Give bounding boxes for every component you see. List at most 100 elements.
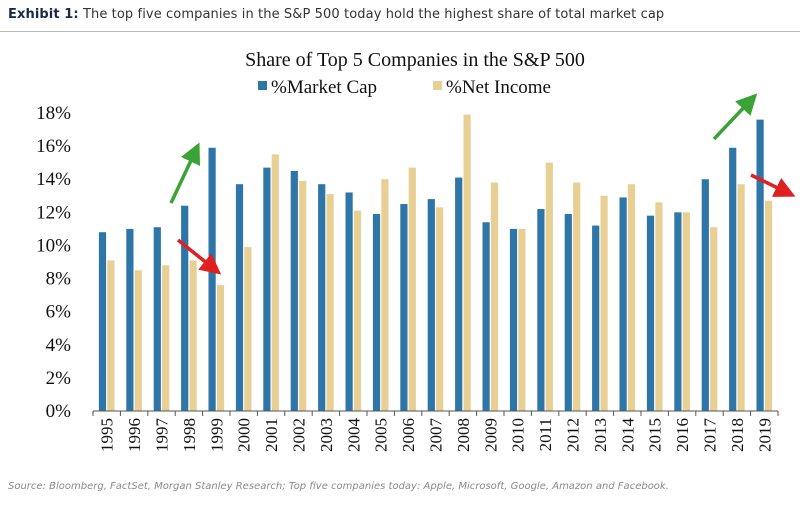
- legend: %Market Cap %Net Income: [258, 77, 551, 98]
- bar-net-income: [353, 210, 362, 411]
- x-tick-label: 2007: [427, 418, 446, 453]
- bar-market-cap: [592, 225, 600, 411]
- x-tick-label: 2015: [646, 418, 665, 452]
- legend-label-market-cap: %Market Cap: [271, 77, 377, 98]
- x-tick-label: 2001: [262, 418, 281, 452]
- x-tick-label: 1997: [153, 418, 172, 453]
- bar-market-cap: [537, 209, 545, 411]
- bar-market-cap: [646, 215, 655, 411]
- y-axis: 0% 2% 4% 6% 8% 10% 12% 14% 16% 18%: [36, 103, 71, 422]
- bar-net-income: [244, 247, 252, 411]
- bar-net-income: [682, 212, 690, 411]
- bar-market-cap: [318, 184, 326, 411]
- y-tick-label: 0%: [46, 401, 72, 422]
- bar-market-cap: [345, 192, 353, 411]
- bar-net-income: [764, 200, 773, 411]
- x-tick-label: 1996: [125, 418, 144, 452]
- red-down-arrow-1999: [176, 238, 222, 275]
- exhibit-caption: Exhibit 1: The top five companies in the…: [8, 7, 664, 22]
- x-tick-label: 1995: [98, 418, 117, 452]
- x-tick-label: 2014: [618, 418, 637, 453]
- bar-market-cap: [482, 222, 490, 411]
- x-tick-label: 2012: [564, 418, 583, 452]
- y-tick-label: 8%: [46, 269, 72, 290]
- bar-net-income: [408, 167, 416, 411]
- y-tick-label: 6%: [46, 302, 72, 323]
- bar-market-cap: [153, 227, 161, 411]
- bar-net-income: [271, 154, 279, 411]
- x-tick-label: 1999: [207, 418, 226, 452]
- red-down-arrow-2019: [750, 173, 796, 197]
- bar-market-cap: [729, 147, 737, 411]
- bar-net-income: [710, 227, 718, 411]
- bar-market-cap: [208, 147, 216, 411]
- bar-net-income: [189, 260, 197, 411]
- bar-net-income: [107, 260, 115, 411]
- y-tick-label: 12%: [36, 202, 71, 223]
- bar-market-cap: [564, 213, 572, 411]
- bar-net-income: [655, 202, 663, 411]
- bar-market-cap: [263, 167, 271, 411]
- bar-net-income: [490, 182, 499, 411]
- x-tick-label: 2005: [372, 418, 391, 452]
- bar-chart: Share of Top 5 Companies in the S&P 500 …: [36, 49, 796, 453]
- bar-net-income: [162, 265, 170, 411]
- x-tick-label: 2002: [290, 418, 309, 452]
- bar-net-income: [627, 184, 636, 411]
- bar-market-cap: [98, 232, 107, 411]
- bar-market-cap: [427, 199, 435, 411]
- bar-market-cap: [674, 212, 682, 411]
- y-tick-label: 4%: [46, 335, 72, 356]
- green-up-arrow-1998: [169, 142, 201, 204]
- x-tick-label: 2017: [701, 418, 720, 453]
- bar-market-cap: [756, 119, 764, 412]
- y-tick-label: 18%: [36, 103, 71, 124]
- x-tick-label: 2003: [317, 418, 336, 452]
- bar-net-income: [436, 207, 444, 411]
- bar-net-income: [518, 228, 526, 411]
- legend-swatch-net-income: [433, 81, 442, 90]
- bar-net-income: [216, 285, 225, 411]
- chart-title: Share of Top 5 Companies in the S&P 500: [245, 49, 585, 71]
- x-tick-label: 2009: [481, 418, 500, 452]
- bar-market-cap: [126, 228, 134, 411]
- x-tick-label: 2010: [509, 418, 528, 452]
- bar-net-income: [134, 270, 142, 411]
- legend-label-net-income: %Net Income: [446, 77, 551, 98]
- x-tick-label: 2000: [235, 418, 254, 452]
- x-tick-label: 2011: [536, 418, 555, 451]
- bar-net-income: [573, 182, 581, 411]
- bar-market-cap: [509, 228, 518, 411]
- bar-market-cap: [701, 179, 709, 411]
- bars: [98, 114, 773, 412]
- x-tick-label: 2016: [673, 418, 692, 452]
- bar-net-income: [326, 194, 334, 411]
- bar-net-income: [737, 184, 745, 411]
- x-axis: 1995 1996 1997 1998 1999 2000 2001 2002 2003 2004…: [92, 410, 779, 453]
- annotation-arrows: [169, 93, 796, 275]
- header-divider: [0, 31, 800, 32]
- bar-market-cap: [400, 204, 408, 411]
- source-note: Source: Bloomberg, FactSet, Morgan Stanl…: [8, 481, 669, 492]
- bar-net-income: [463, 114, 471, 411]
- bar-net-income: [545, 162, 553, 411]
- exhibit-label: Exhibit 1:: [8, 7, 79, 22]
- y-tick-label: 16%: [36, 136, 71, 157]
- x-tick-label: 2019: [755, 418, 774, 452]
- x-tick-label: 2013: [591, 418, 610, 452]
- bar-market-cap: [181, 205, 189, 411]
- x-tick-label: 2008: [454, 418, 473, 452]
- bar-market-cap: [619, 197, 627, 411]
- x-tick-label: 1998: [180, 418, 199, 452]
- bar-net-income: [600, 195, 608, 411]
- x-tick-label: 2006: [399, 418, 418, 452]
- green-up-arrow-2018: [712, 93, 758, 141]
- bar-market-cap: [290, 170, 298, 411]
- bar-net-income: [299, 180, 307, 411]
- exhibit-text: The top five companies in the S&P 500 to…: [82, 7, 665, 22]
- y-tick-label: 2%: [46, 368, 72, 389]
- legend-swatch-market-cap: [258, 81, 267, 90]
- bar-market-cap: [372, 213, 381, 411]
- bar-net-income: [381, 179, 389, 411]
- y-tick-label: 14%: [36, 169, 71, 190]
